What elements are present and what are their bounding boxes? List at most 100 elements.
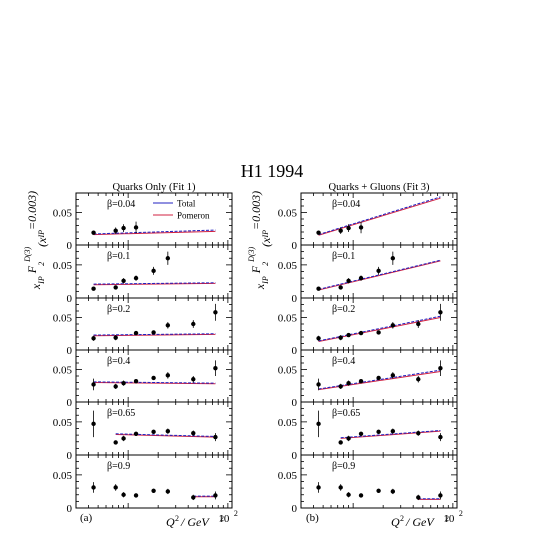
panel-frame (75, 401, 233, 456)
data-point (151, 330, 156, 335)
data-point (91, 485, 96, 490)
y-tick-label: 0.05 (53, 260, 73, 272)
panel-frame (300, 297, 458, 351)
y-tick-label: 0 (67, 503, 73, 515)
beta-label: β=0.04 (332, 199, 360, 210)
data-point (91, 421, 96, 427)
data-point (358, 431, 364, 436)
x-axis-label: / GeV (405, 515, 435, 529)
pomeron-line (93, 333, 216, 337)
y-tick-label: 0.05 (278, 365, 298, 377)
x-axis-label-sup: 2 (175, 514, 179, 523)
data-point (438, 493, 443, 498)
data-point (213, 493, 218, 498)
y-tick-label: 0.05 (53, 208, 73, 220)
data-point (113, 384, 118, 389)
x-axis-label-sup: 2 (220, 514, 224, 523)
data-point (213, 434, 218, 440)
x-axis-label: / GeV (180, 515, 210, 529)
data-point (133, 431, 139, 436)
beta-label: β=0.2 (107, 304, 130, 315)
data-point (133, 275, 139, 281)
data-point (376, 429, 381, 435)
y-tick-label: 0.05 (53, 417, 73, 429)
beta-label: β=0.2 (332, 304, 355, 315)
data-point (91, 230, 96, 235)
y-tick-label: 0 (292, 345, 298, 357)
data-point (346, 278, 351, 283)
data-point (316, 421, 321, 427)
total-line (318, 196, 441, 236)
y-axis-label-text: xIP F2D(3)(xIP=0.003) (23, 191, 49, 290)
data-point (316, 230, 321, 235)
beta-label: β=0.1 (332, 251, 355, 262)
x-axis-label-sup: 2 (445, 514, 449, 523)
pomeron-line (318, 370, 441, 391)
pomeron-line (93, 382, 216, 385)
data-point (113, 335, 118, 340)
data-point (358, 493, 364, 498)
data-point (121, 380, 126, 386)
beta-label: β=0.9 (107, 461, 130, 472)
data-point (91, 382, 96, 387)
panel-frame (300, 401, 458, 456)
total-line (93, 381, 216, 384)
panel-label: (a) (80, 512, 93, 524)
x-axis-label: Q (166, 515, 175, 529)
data-point (165, 256, 171, 261)
x-tick-label-exponent: 2 (234, 509, 238, 518)
y-tick-label: 0.05 (278, 470, 298, 482)
y-axis-label: xIP F2D(3)(xIP=0.003) (247, 191, 273, 290)
data-point (316, 286, 321, 291)
data-point (390, 373, 396, 378)
panel-frame (300, 192, 458, 246)
data-point (346, 492, 351, 497)
data-point (376, 330, 381, 335)
panel-title: Quarks + Gluons (Fit 3) (328, 182, 430, 193)
data-point (438, 310, 443, 315)
pomeron-line (318, 317, 441, 343)
y-tick-label: 0 (292, 293, 298, 305)
data-point (390, 256, 396, 261)
panel-label: (b) (306, 512, 319, 524)
data-point (316, 485, 321, 490)
pomeron-line (318, 197, 441, 236)
data-point (121, 225, 126, 231)
beta-label: β=0.65 (332, 408, 360, 419)
data-point (338, 440, 343, 445)
data-point (133, 493, 139, 498)
data-point (376, 268, 381, 274)
data-point (358, 275, 364, 281)
data-point (91, 286, 96, 291)
data-point (113, 440, 118, 445)
y-tick-label: 0 (67, 450, 73, 462)
data-point (390, 323, 396, 328)
data-point (191, 377, 196, 382)
data-point (191, 430, 196, 436)
data-point (346, 436, 351, 441)
data-point (416, 430, 421, 436)
data-point (346, 380, 351, 386)
y-tick-label: 0 (292, 397, 298, 409)
data-point (121, 492, 126, 497)
data-point (390, 428, 396, 434)
x-tick-label: 10 (443, 513, 455, 525)
y-tick-label: 0 (67, 397, 73, 409)
pomeron-line (318, 260, 441, 291)
data-point (151, 488, 156, 493)
y-tick-label: 0.05 (278, 417, 298, 429)
data-point (358, 330, 364, 336)
data-point (338, 285, 343, 290)
pomeron-line (115, 433, 216, 438)
beta-label: β=0.65 (107, 408, 135, 419)
data-point (165, 428, 171, 434)
data-point (376, 375, 381, 381)
data-point (338, 485, 343, 490)
data-point (151, 375, 156, 381)
data-point (133, 330, 139, 336)
y-tick-label: 0 (292, 450, 298, 462)
beta-label: β=0.1 (107, 251, 130, 262)
data-point (121, 278, 126, 283)
x-axis-label: Q (391, 515, 400, 529)
